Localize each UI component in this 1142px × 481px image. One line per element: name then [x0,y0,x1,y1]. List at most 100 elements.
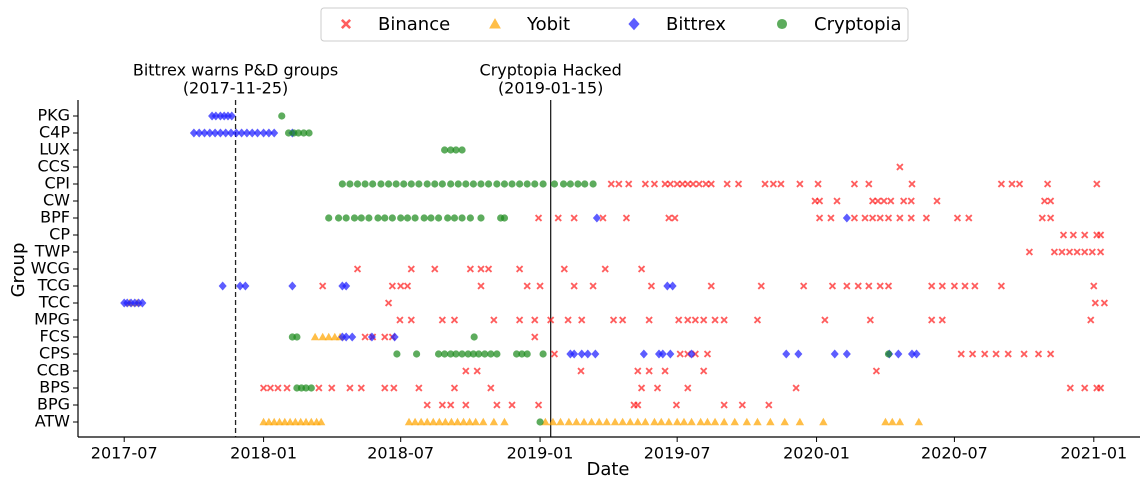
point [622,214,631,222]
point [997,180,1005,188]
point [469,180,478,188]
point [675,316,683,324]
point [894,349,903,359]
y-tick-label: TCG [37,276,70,295]
point [489,18,501,29]
point [914,417,924,426]
legend-label: Yobit [526,14,570,35]
point [938,282,946,290]
point [554,214,562,222]
point [872,367,880,375]
point [211,128,220,138]
point [241,281,250,291]
point [876,282,884,290]
point [431,265,439,273]
point [866,316,874,324]
point [761,180,769,188]
point [227,111,236,121]
point [481,350,489,358]
point [420,214,428,222]
point [346,384,354,392]
point [842,213,851,223]
point [431,180,439,188]
point [479,417,488,426]
point [403,282,412,290]
point [427,214,435,222]
point [650,417,659,426]
point [550,180,559,188]
point [1047,197,1055,205]
point [687,417,696,426]
point [800,282,808,290]
point [216,128,225,138]
point [792,384,800,392]
point [896,214,904,222]
point [415,180,423,188]
point [412,350,421,358]
y-tick-label: LUX [39,140,70,159]
point [195,128,204,138]
point [710,417,720,426]
point [434,350,443,358]
point [666,349,675,359]
point [637,384,646,392]
point [548,417,558,426]
point [827,214,835,222]
point [874,197,882,205]
point [416,417,426,426]
point [493,180,501,188]
point [678,180,687,188]
point [334,214,343,222]
point [953,214,962,222]
point [684,180,692,188]
point [650,180,659,188]
point [189,128,198,138]
point [1050,248,1059,256]
point [780,417,789,426]
point [539,180,547,188]
point [411,214,419,222]
x-tick-label: 2018-07 [367,444,434,463]
point [470,333,478,341]
point [388,282,396,290]
point [516,180,524,188]
point [357,214,365,222]
point [438,401,446,409]
point [500,214,509,222]
y-tick-label: C4P [39,123,70,142]
point [645,316,653,324]
point [374,214,382,222]
y-tick-label: CPS [39,344,70,363]
point [865,180,873,188]
point [307,417,316,426]
point [218,281,227,291]
point [578,316,586,324]
point [462,401,470,409]
point [968,350,977,358]
point [1088,248,1096,256]
point [1040,197,1049,205]
point [815,197,824,205]
point [477,282,485,290]
point [266,384,275,392]
point [534,214,543,222]
point [695,180,703,188]
point [447,417,456,426]
point [434,214,443,222]
point [477,265,485,273]
point [462,180,470,188]
point [626,417,635,426]
point [637,265,646,273]
point [961,282,969,290]
point [928,316,936,324]
point [278,112,286,120]
point [633,417,642,426]
point [815,214,824,222]
point [285,417,295,426]
point [658,349,667,359]
point [350,214,359,222]
point [753,417,762,426]
point [619,316,627,324]
point [518,350,526,358]
point [236,281,245,291]
